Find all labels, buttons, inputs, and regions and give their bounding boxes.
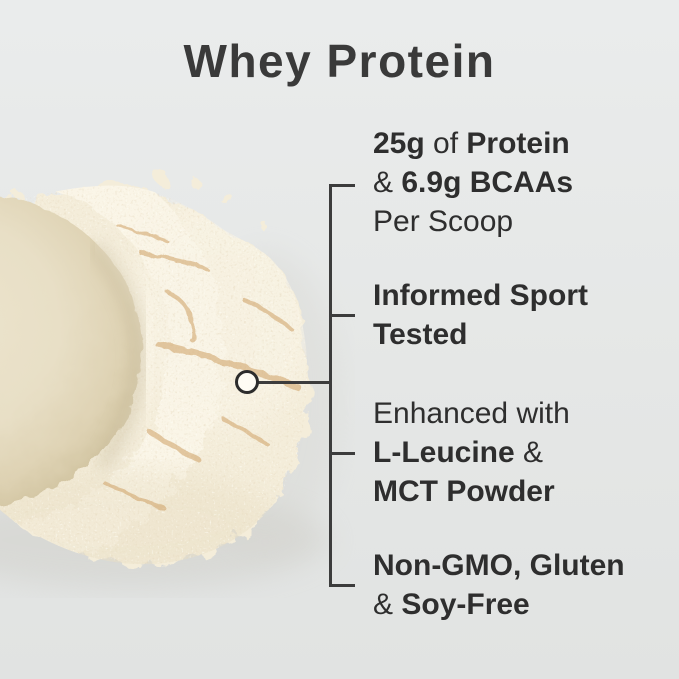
feature-text: Protein [466,127,570,160]
feature-text: 25g [373,127,425,160]
feature-enhanced-with: Enhanced with L-Leucine & MCT Powder [373,394,570,511]
feature-line: L-Leucine & [373,433,570,472]
feature-line: Per Scoop [373,202,573,241]
circle-outline-marker-icon [235,370,259,394]
marker-connector-line [258,381,330,384]
feature-text: & [373,588,402,621]
feature-line: 25g of Protein [373,124,573,163]
feature-text: Tested [373,318,468,351]
page-title: Whey Protein [183,35,496,87]
scoop-imprint [0,195,152,505]
feature-text: L-Leucine [373,436,515,469]
feature-text: & [373,166,402,199]
feature-line: MCT Powder [373,472,570,511]
feature-line: Enhanced with [373,394,570,433]
callout-vertical-line [329,184,332,585]
feature-line: Informed Sport [373,276,588,315]
feature-text: 6.9g BCAAs [401,166,574,199]
callout-tick-3 [329,452,355,455]
callout-tick-4 [329,584,355,587]
feature-text: of [424,127,467,160]
feature-text: Non-GMO, Gluten [373,549,625,582]
feature-text: Informed Sport [373,279,588,312]
feature-text: Soy-Free [401,588,530,621]
feature-line: Non-GMO, Gluten [373,546,625,585]
feature-free-from: Non-GMO, Gluten & Soy-Free [373,546,625,624]
feature-informed-sport: Informed Sport Tested [373,276,588,354]
feature-text: Per Scoop [373,205,514,238]
callout-tick-1 [329,184,355,187]
feature-line: & Soy-Free [373,585,625,624]
feature-protein-bcaa: 25g of Protein & 6.9g BCAAs Per Scoop [373,124,573,241]
callout-tick-2 [329,314,355,317]
feature-line: Tested [373,315,588,354]
feature-text: MCT Powder [373,475,555,508]
feature-text: Enhanced with [373,397,570,430]
feature-line: & 6.9g BCAAs [373,163,573,202]
feature-text: & [514,436,544,469]
